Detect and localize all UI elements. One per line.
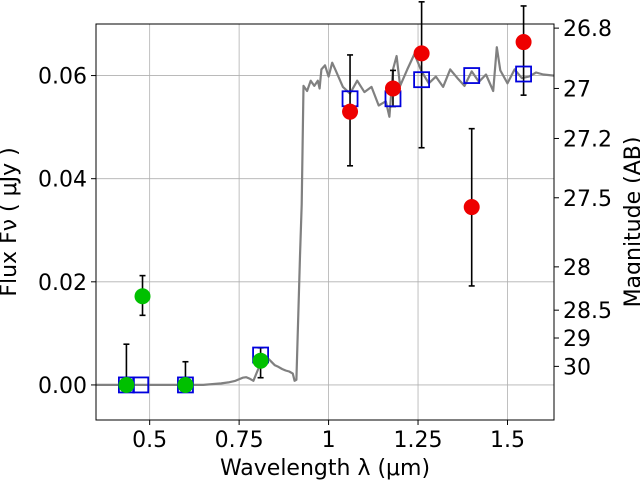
observed-point [252,352,269,369]
observed-point [515,34,532,51]
y2-tick-label: 30 [563,355,591,380]
ticks: 0.5 0.75 1 1.25 1.5 0.00 0.02 0.04 0.06 26.8 27 27.… [38,17,612,453]
y2-tick-label: 27.5 [563,187,612,212]
observed-point [342,103,359,120]
model-photometry-point [463,67,481,84]
y2-tick-label: 28.5 [563,299,612,324]
y-tick-label: 0.00 [38,374,87,399]
observed-point [463,199,480,216]
observed-point [134,288,151,305]
x-axis-label: Wavelength λ (μm) [220,456,430,480]
y2-tick-label: 27 [563,77,591,102]
y-tick-label: 0.02 [38,271,87,296]
y2-axis-label: Magnitude (AB) [621,137,640,308]
observed-point [384,80,401,97]
y-axis-label: Flux Fν ( μJy ) [0,147,22,296]
y2-tick-label: 29 [563,327,591,352]
y2-tick-label: 26.8 [563,17,612,42]
observed-point [177,376,194,393]
model-photometry-point [515,65,532,83]
plot-frame [95,23,555,421]
model-photometry-point [413,71,431,89]
y2-tick-label: 27.2 [563,127,612,152]
spectrum-line [96,46,554,386]
x-tick-label: 0.75 [215,428,264,453]
x-tick-label: 1.5 [490,428,525,453]
series-layer [96,1,554,394]
observed-point [118,376,135,393]
x-tick-label: 0.5 [132,428,167,453]
observed-point [413,45,430,62]
x-tick-label: 1.25 [394,428,443,453]
y-tick-label: 0.04 [38,168,87,193]
x-tick-label: 1 [322,428,336,453]
y2-tick-label: 28 [563,256,591,281]
grid [96,24,554,420]
y-tick-label: 0.06 [38,65,87,90]
